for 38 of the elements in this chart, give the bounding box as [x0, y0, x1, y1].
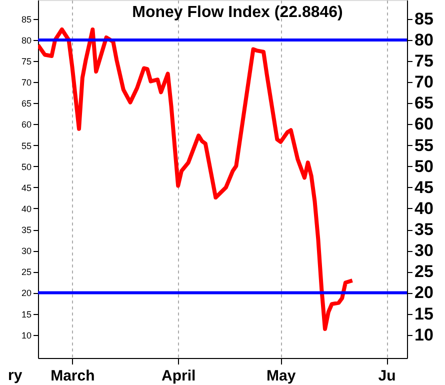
- y2-tick-label: 70: [21, 78, 32, 88]
- y2-tick-label: 75: [21, 56, 32, 67]
- y-tick-label: 70: [414, 72, 434, 92]
- x-tick-label: Ju: [378, 368, 396, 384]
- y2-tick-label: 45: [21, 182, 32, 193]
- y2-tick-label: 20: [21, 288, 32, 298]
- y2-tick-label: 10: [21, 330, 32, 340]
- y2-tick-label: 40: [21, 204, 32, 214]
- x-tick-label: March: [50, 368, 95, 384]
- x-tick-label: May: [266, 368, 296, 384]
- y-tick-label: 10: [414, 325, 434, 344]
- y2-tick-label: 65: [21, 98, 32, 109]
- y-tick-label: 60: [414, 114, 434, 134]
- chart-title: Money Flow Index (22.8846): [132, 4, 343, 21]
- y2-tick-label: 55: [21, 140, 32, 151]
- y-tick-label: 15: [414, 304, 434, 324]
- y2-tick-label: 15: [21, 309, 32, 320]
- y2-tick-label: 30: [21, 246, 32, 256]
- y-tick-label: 45: [414, 178, 434, 197]
- y-tick-label: 80: [414, 30, 434, 50]
- y-tick-label: 35: [414, 220, 434, 240]
- y-tick-label: 75: [414, 52, 434, 71]
- y2-tick-label: 85: [21, 14, 32, 24]
- y-tick-label: 20: [414, 283, 434, 302]
- text: ry: [8, 367, 23, 384]
- y2-tick-label: 25: [21, 267, 32, 278]
- y2-tick-label: 50: [21, 162, 32, 172]
- x-tick-label: April: [161, 368, 196, 384]
- y2-tick-label: 80: [21, 36, 32, 46]
- y-tick-label: 50: [414, 156, 434, 176]
- y-tick-label: 65: [414, 94, 434, 113]
- y-tick-label: 30: [414, 241, 434, 260]
- y-tick-label: 85: [414, 9, 434, 28]
- y-tick-label: 40: [414, 198, 434, 218]
- y-tick-label: 25: [414, 262, 434, 282]
- y-tick-label: 55: [414, 136, 434, 155]
- y2-tick-label: 35: [21, 225, 32, 236]
- y2-tick-label: 60: [21, 120, 32, 130]
